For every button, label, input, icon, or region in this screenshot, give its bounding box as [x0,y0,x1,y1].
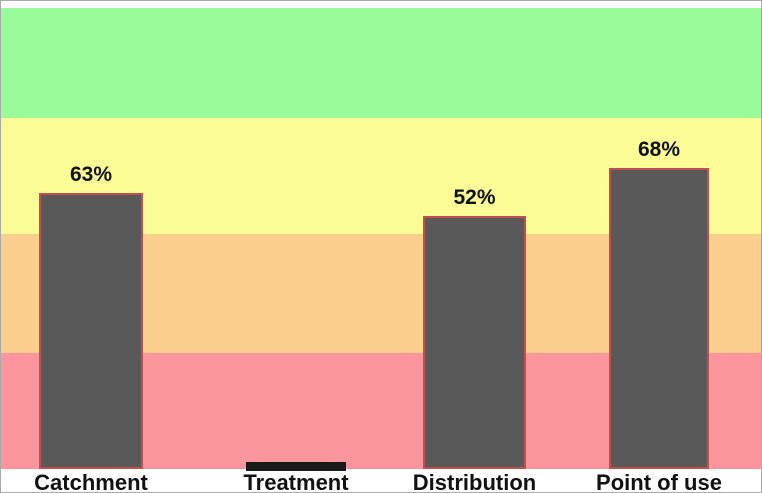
bar-value-label: 68% [637,138,681,161]
bar-group-catchment: 63% [39,1,143,492]
category-label-treatment: Treatment [243,470,349,493]
bar-value-label: 52% [453,186,496,209]
bar-group-point-of-use: 68% [609,1,709,492]
category-label-distribution: Distribution [412,470,537,493]
bar-distribution [423,216,526,469]
bar-point-of-use [609,168,709,469]
category-label-catchment: Catchment [34,470,148,493]
green-band [1,8,761,118]
bar-catchment [39,193,143,469]
bar-group-distribution: 52% [423,1,526,492]
category-label-point-of-use: Point of use [596,470,722,493]
bar-treatment-zero [246,462,346,471]
bar-value-label: 63% [69,163,113,186]
bar-group-treatment [246,1,346,492]
